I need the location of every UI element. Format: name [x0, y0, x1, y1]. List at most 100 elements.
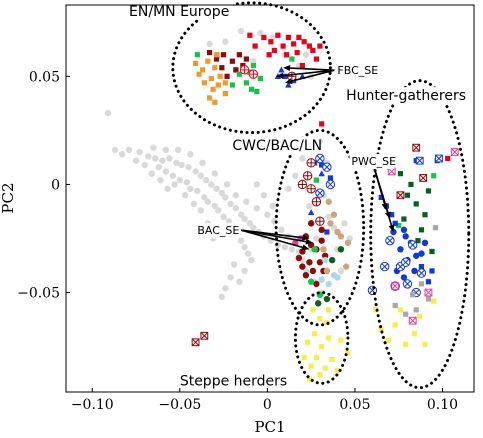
x-tick-label: −0.05: [158, 397, 201, 413]
data-point: [330, 272, 338, 279]
data-point: [337, 233, 345, 240]
data-point: [289, 56, 295, 62]
data-point: [225, 218, 233, 225]
data-point: [402, 233, 409, 240]
data-point: [187, 150, 194, 158]
data-point: [157, 176, 164, 184]
data-point: [313, 235, 320, 242]
data-point: [183, 179, 191, 186]
annotation-arrow-line: [373, 166, 393, 226]
data-point: [302, 272, 310, 279]
data-point: [450, 148, 459, 156]
data-point: [313, 280, 320, 288]
data-point: [299, 263, 306, 270]
data-point: [318, 237, 325, 244]
data-point: [222, 194, 229, 201]
data-point: [299, 62, 305, 69]
data-point: [334, 228, 341, 236]
data-point: [413, 252, 420, 259]
group-label: EN/MN Europe: [129, 4, 229, 20]
data-point: [211, 202, 219, 210]
data-point: [257, 75, 263, 82]
data-point: [402, 279, 413, 289]
data-point: [185, 163, 192, 171]
data-point: [155, 163, 163, 171]
data-point: [217, 73, 223, 79]
data-point: [425, 296, 432, 302]
data-point: [329, 356, 335, 363]
data-point: [424, 288, 433, 297]
data-point: [307, 220, 315, 227]
data-point: [181, 192, 189, 199]
sample-label: BAC_SE: [197, 224, 239, 237]
data-point: [389, 212, 395, 218]
data-point: [199, 67, 206, 73]
data-point: [285, 34, 291, 41]
data-point: [224, 73, 230, 79]
data-point: [334, 367, 341, 373]
data-point: [322, 162, 332, 172]
data-point: [222, 80, 228, 86]
data-point: [425, 188, 432, 194]
data-point: [418, 250, 425, 257]
data-point: [422, 341, 428, 348]
data-point: [281, 243, 289, 251]
data-point: [415, 156, 424, 165]
data-point: [299, 155, 306, 162]
data-point: [325, 198, 332, 205]
data-point: [318, 276, 325, 283]
data-point: [237, 237, 245, 244]
data-point: [232, 192, 240, 199]
data-point: [220, 213, 227, 221]
data-point: [287, 71, 297, 82]
annotation-arrow-head: [305, 238, 313, 245]
group-label: Hunter-gatherers: [346, 88, 466, 104]
data-point: [212, 65, 218, 71]
data-point: [247, 32, 253, 38]
annotation-arrow-line: [290, 67, 335, 71]
data-point: [400, 274, 408, 281]
data-point: [317, 372, 323, 378]
data-point: [176, 176, 184, 184]
data-point: [410, 292, 416, 298]
data-point: [218, 293, 226, 301]
data-point: [118, 150, 126, 158]
data-point: [271, 47, 277, 54]
data-point: [229, 58, 235, 64]
data-point: [301, 354, 307, 361]
data-point: [192, 168, 199, 175]
data-point: [244, 250, 252, 257]
data-point: [250, 224, 257, 231]
data-point: [392, 322, 398, 328]
data-point: [418, 281, 425, 287]
data-point: [392, 220, 398, 226]
data-point: [296, 34, 302, 41]
data-point: [241, 215, 248, 223]
data-point: [412, 143, 421, 152]
data-point: [141, 161, 148, 169]
data-point: [320, 246, 327, 253]
data-point: [205, 58, 211, 64]
data-point: [237, 27, 245, 35]
data-point: [327, 175, 334, 181]
data-point: [403, 311, 409, 317]
data-point: [417, 313, 423, 319]
data-point: [169, 172, 177, 179]
data-point: [222, 38, 229, 45]
data-point: [391, 282, 400, 290]
data-point: [237, 211, 245, 218]
data-point: [248, 256, 255, 264]
data-point: [230, 261, 238, 268]
data-point: [315, 153, 325, 164]
data-point: [253, 181, 261, 188]
data-point: [445, 155, 451, 162]
x-tick-label: 0.05: [339, 397, 370, 413]
data-point: [292, 172, 299, 179]
data-point: [306, 202, 313, 210]
data-point: [219, 65, 225, 71]
data-point: [313, 177, 320, 183]
data-point: [421, 239, 429, 247]
data-point: [311, 197, 322, 207]
annotation-layer: EN/MN Europe FBC_SE Hunter-gatherers CWC/BA…: [127, 2, 483, 390]
